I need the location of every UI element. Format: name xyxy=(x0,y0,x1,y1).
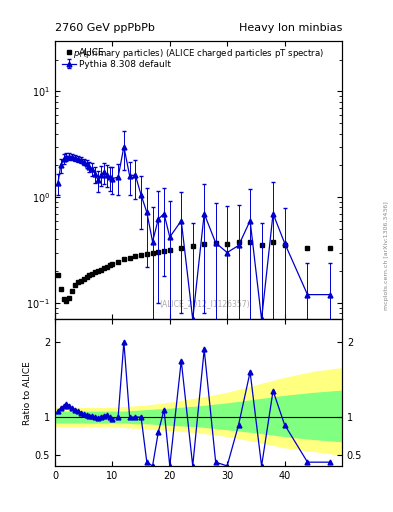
Legend: ALICE, Pythia 8.308 default: ALICE, Pythia 8.308 default xyxy=(59,46,174,72)
ALICE xyxy=(55,272,60,278)
Text: 2760 GeV ppPbPb: 2760 GeV ppPbPb xyxy=(55,23,155,33)
ALICE xyxy=(70,288,75,294)
ALICE xyxy=(133,253,138,259)
Text: mcplots.cern.ch [arXiv:1306.3436]: mcplots.cern.ch [arXiv:1306.3436] xyxy=(384,202,389,310)
ALICE xyxy=(104,264,109,270)
ALICE xyxy=(79,278,83,284)
ALICE xyxy=(110,261,115,267)
ALICE xyxy=(59,286,63,292)
ALICE xyxy=(156,249,161,255)
ALICE xyxy=(96,268,101,274)
ALICE xyxy=(248,239,252,245)
ALICE xyxy=(179,245,184,251)
ALICE xyxy=(121,257,126,263)
ALICE xyxy=(202,241,207,247)
ALICE xyxy=(305,245,310,251)
ALICE xyxy=(107,262,112,268)
Text: $p_{T}$(primary particles) (ALICE charged particles pT spectra): $p_{T}$(primary particles) (ALICE charge… xyxy=(73,47,324,59)
ALICE xyxy=(99,267,103,273)
ALICE xyxy=(116,259,121,265)
ALICE xyxy=(282,242,287,248)
ALICE xyxy=(150,250,155,256)
ALICE xyxy=(61,296,66,303)
ALICE xyxy=(328,245,333,251)
ALICE xyxy=(81,276,86,282)
ALICE xyxy=(271,239,275,245)
Text: Heavy Ion minbias: Heavy Ion minbias xyxy=(239,23,342,33)
Y-axis label: Ratio to ALICE: Ratio to ALICE xyxy=(23,361,32,424)
ALICE xyxy=(259,242,264,248)
ALICE xyxy=(127,254,132,261)
ALICE xyxy=(73,282,77,288)
ALICE xyxy=(225,241,230,247)
ALICE xyxy=(167,247,172,253)
ALICE xyxy=(139,252,143,258)
ALICE xyxy=(145,251,149,257)
ALICE xyxy=(162,248,166,254)
ALICE xyxy=(236,239,241,245)
ALICE xyxy=(75,279,80,285)
ALICE xyxy=(101,265,106,271)
Line: ALICE: ALICE xyxy=(56,240,332,303)
ALICE xyxy=(84,274,89,281)
ALICE xyxy=(87,272,92,279)
ALICE xyxy=(90,271,95,277)
Text: (ALICE_2012_I1126357): (ALICE_2012_I1126357) xyxy=(159,299,250,308)
ALICE xyxy=(93,269,97,275)
ALICE xyxy=(67,295,72,301)
ALICE xyxy=(64,297,69,304)
ALICE xyxy=(190,243,195,249)
ALICE xyxy=(213,240,218,246)
